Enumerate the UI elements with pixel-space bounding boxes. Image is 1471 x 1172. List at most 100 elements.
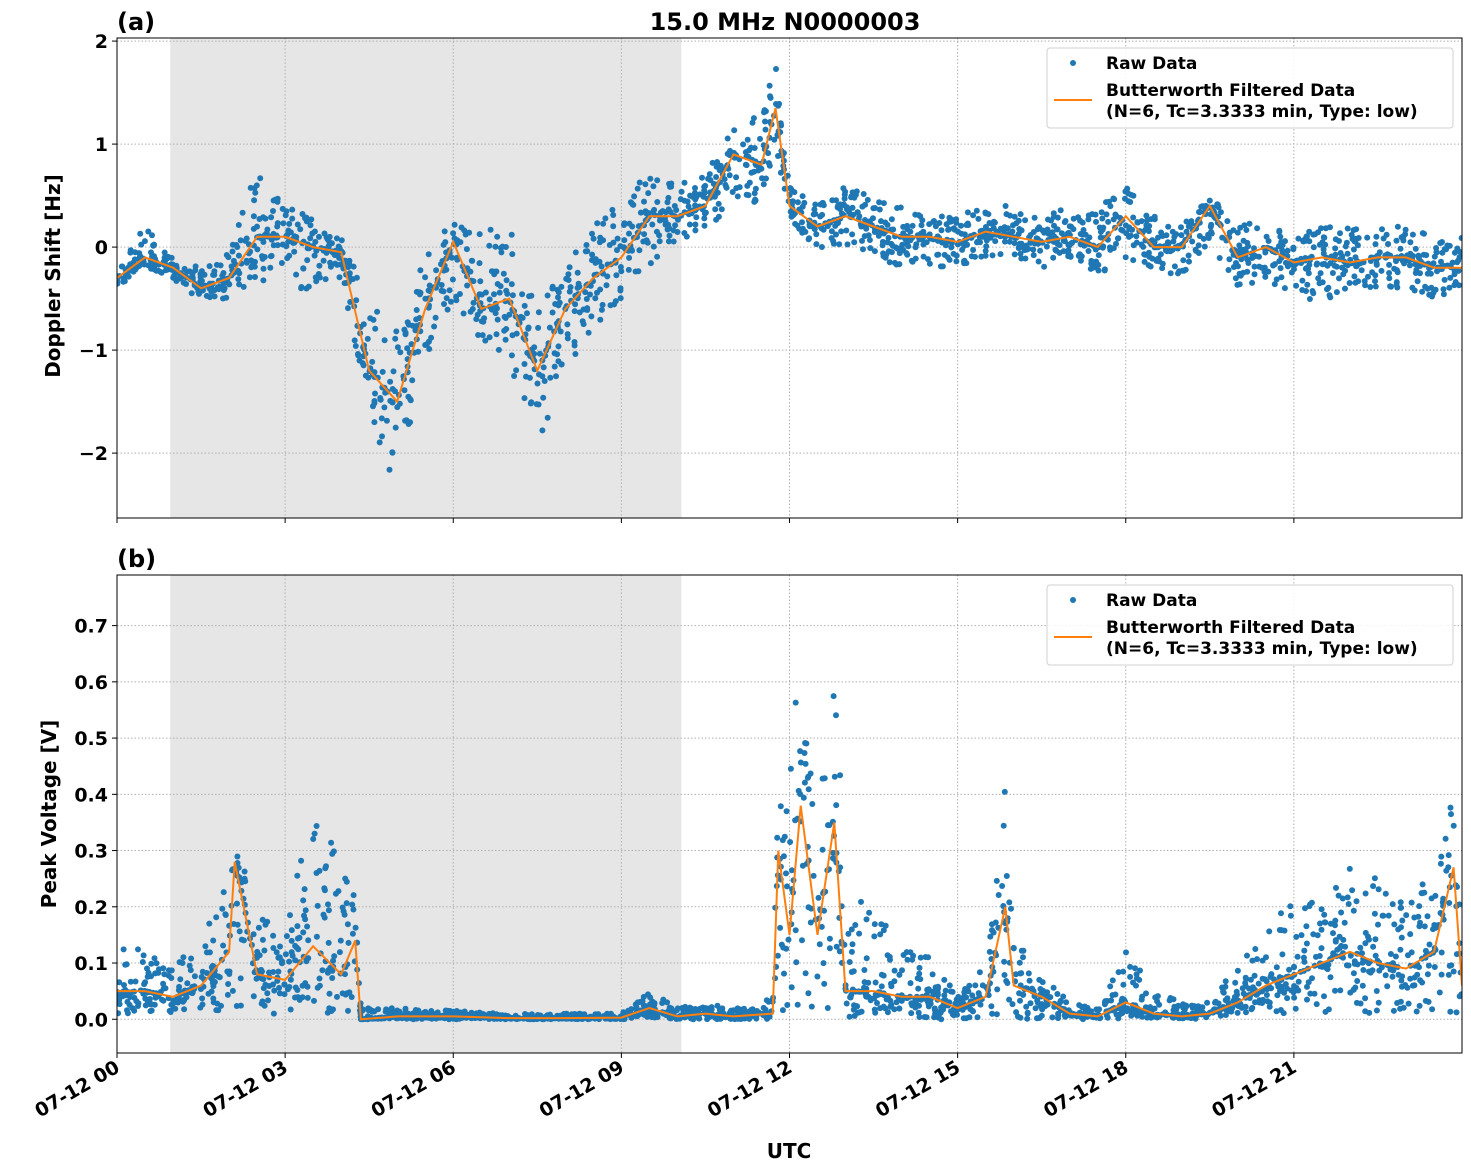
raw-data-point — [211, 268, 218, 275]
raw-data-point — [1398, 934, 1405, 941]
raw-data-point — [1295, 235, 1302, 242]
raw-data-point — [1242, 1003, 1249, 1010]
raw-data-point — [1021, 247, 1028, 254]
raw-data-point — [645, 190, 652, 197]
raw-data-point — [301, 886, 308, 893]
raw-data-point — [750, 115, 757, 122]
raw-data-point — [1440, 895, 1447, 902]
raw-data-point — [636, 179, 643, 186]
raw-data-point — [1193, 1005, 1200, 1012]
raw-data-point — [1330, 950, 1337, 957]
raw-data-point — [626, 220, 633, 227]
raw-data-point — [835, 202, 842, 209]
raw-data-point — [1196, 233, 1203, 239]
raw-data-point — [250, 213, 257, 220]
raw-data-point — [917, 976, 924, 983]
raw-data-point — [963, 994, 970, 1001]
raw-data-point — [304, 994, 311, 1001]
raw-data-point — [1243, 1009, 1249, 1016]
raw-data-point — [1207, 223, 1214, 230]
raw-data-point — [1195, 250, 1202, 256]
raw-data-point — [535, 309, 542, 316]
raw-data-point — [929, 971, 936, 978]
raw-data-point — [774, 952, 781, 959]
raw-data-point — [766, 162, 773, 169]
raw-data-point — [442, 1007, 449, 1014]
raw-data-point — [1118, 226, 1125, 233]
raw-data-point — [475, 332, 482, 338]
raw-data-point — [1299, 287, 1306, 293]
raw-data-point — [969, 992, 976, 999]
raw-data-point — [654, 253, 661, 260]
raw-data-point — [852, 191, 859, 198]
raw-data-point — [1251, 972, 1258, 979]
y-tick-label: 0.4 — [74, 784, 108, 806]
raw-data-point — [863, 993, 870, 1000]
raw-data-point — [1450, 968, 1457, 975]
raw-data-point — [1065, 247, 1072, 254]
raw-data-point — [535, 401, 542, 408]
raw-data-point — [383, 417, 390, 424]
raw-data-point — [1397, 245, 1404, 252]
raw-data-point — [953, 252, 960, 259]
raw-data-point — [133, 265, 140, 272]
raw-data-point — [482, 337, 489, 344]
raw-data-point — [1292, 1005, 1299, 1012]
raw-data-point — [247, 184, 254, 191]
raw-data-point — [1110, 245, 1117, 252]
raw-data-point — [802, 228, 809, 235]
raw-data-point — [809, 801, 816, 807]
raw-data-point — [599, 301, 606, 308]
raw-data-point — [374, 308, 381, 315]
raw-data-point — [1022, 255, 1029, 262]
raw-data-point — [1357, 944, 1364, 951]
raw-data-point — [1327, 974, 1334, 981]
raw-data-point — [1367, 284, 1374, 290]
raw-data-point — [277, 943, 283, 950]
raw-data-point — [250, 931, 257, 938]
raw-data-point — [1366, 1009, 1373, 1016]
raw-data-point — [966, 982, 973, 989]
raw-data-point — [1281, 927, 1288, 934]
raw-data-point — [1251, 271, 1258, 278]
filtered-data-line — [117, 107, 1462, 404]
raw-data-point — [311, 252, 318, 259]
raw-data-point — [457, 239, 464, 246]
raw-data-point — [1126, 233, 1132, 240]
raw-data-point — [307, 222, 314, 229]
raw-data-point — [260, 976, 267, 983]
raw-data-point — [903, 250, 910, 257]
y-tick-label: −1 — [79, 340, 108, 362]
raw-data-point — [1054, 226, 1061, 233]
raw-data-point — [572, 351, 579, 357]
raw-data-point — [1050, 984, 1057, 991]
raw-data-point — [804, 774, 811, 781]
raw-data-point — [313, 933, 320, 940]
raw-data-point — [336, 274, 343, 281]
raw-data-point — [284, 255, 291, 262]
raw-data-point — [1411, 974, 1418, 981]
raw-data-point — [880, 250, 887, 257]
raw-data-point — [288, 927, 295, 934]
raw-data-point — [993, 1011, 1000, 1018]
raw-data-point — [466, 229, 473, 236]
raw-data-point — [866, 237, 873, 243]
raw-data-point — [404, 345, 411, 352]
raw-data-point — [1453, 951, 1460, 958]
raw-data-point — [662, 218, 669, 225]
raw-data-point — [1438, 949, 1445, 956]
raw-data-point — [582, 289, 589, 296]
raw-data-point — [1383, 231, 1390, 238]
raw-data-point — [117, 1001, 123, 1008]
raw-data-point — [970, 212, 977, 219]
raw-data-point — [1081, 1003, 1088, 1010]
legend-raw-marker — [1070, 597, 1076, 603]
raw-data-point — [1249, 1004, 1256, 1011]
raw-data-point — [712, 206, 719, 213]
raw-data-point — [1236, 242, 1243, 249]
x-tick-label: 07-12 09 — [536, 1056, 628, 1122]
raw-data-point — [1125, 198, 1132, 205]
raw-data-point — [846, 959, 853, 965]
raw-data-point — [1139, 1013, 1146, 1020]
raw-data-point — [273, 949, 280, 956]
